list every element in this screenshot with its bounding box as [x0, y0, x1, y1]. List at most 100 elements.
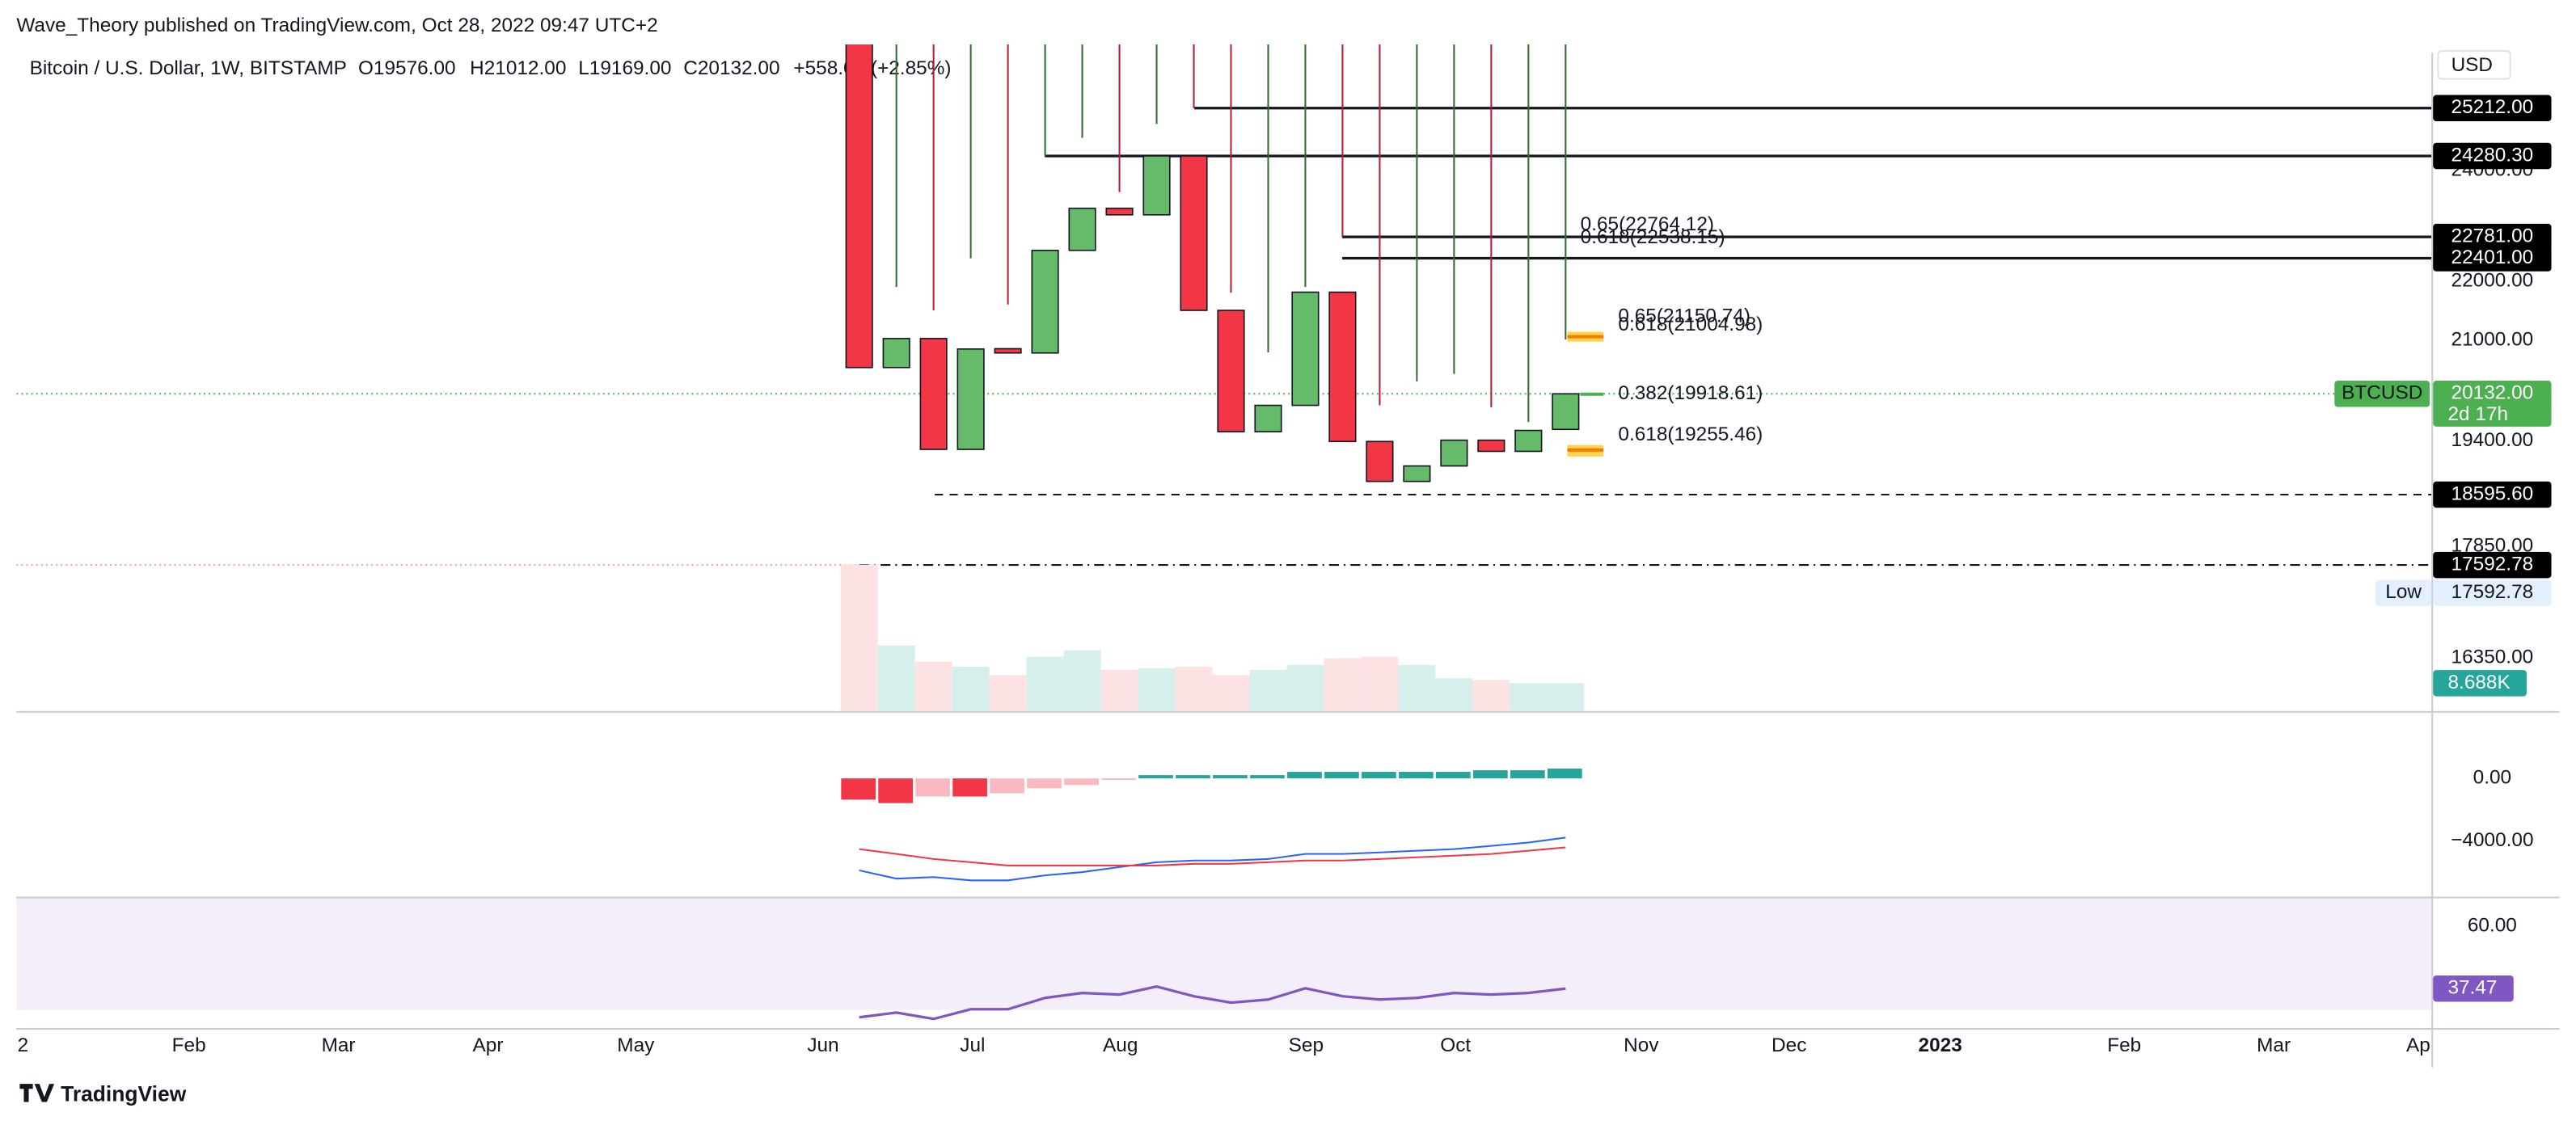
volume-bar: [840, 564, 878, 711]
candle-body: [1254, 404, 1282, 432]
tag-label: 18595.60: [2451, 482, 2534, 504]
macd-histogram: [1101, 778, 1136, 781]
macd-histogram: [1027, 778, 1062, 789]
candle-body: [1328, 291, 1357, 443]
symbol: Bitcoin / U.S. Dollar, 1W, BITSTAMP: [30, 57, 347, 79]
macd-histogram: [915, 778, 950, 797]
fib-label: 0.618(21004.98): [1618, 314, 1763, 335]
ohlc-value: H21012.00: [470, 57, 566, 79]
ohlc-value: O19576.00: [358, 57, 456, 79]
tag-box: [2433, 551, 2552, 579]
macd-histogram: [1213, 775, 1248, 779]
time-label: Mar: [322, 1034, 356, 1056]
level-tag: 17592.78: [2433, 551, 2552, 579]
publisher: Wave_Theory published on TradingView.com…: [16, 15, 657, 36]
volume-bar: [1100, 669, 1138, 711]
macd-histogram: [878, 778, 913, 803]
time-label: Nov: [1624, 1034, 1659, 1056]
level-tag: 24280.30: [2433, 142, 2552, 170]
fib-label: 0.65(21150.74): [1618, 305, 1750, 327]
y-tick-label: 21000.00: [2451, 328, 2534, 350]
macd-histogram: [1176, 775, 1210, 779]
low-name-box: [2375, 579, 2432, 606]
tag-box: [2433, 245, 2552, 272]
ohlc-value: C20132.00: [683, 57, 779, 79]
volume-bar: [1026, 656, 1064, 711]
current-box: [2433, 381, 2552, 427]
countdown: 2d 17h: [2448, 403, 2509, 425]
macd-histogram: [1436, 772, 1471, 779]
candle-body: [1031, 249, 1059, 354]
volume-bar: [914, 661, 952, 711]
macd-histogram: [1138, 775, 1173, 779]
volume-bar: [989, 675, 1027, 711]
time-label: May: [617, 1034, 655, 1056]
candle-body: [1477, 439, 1505, 453]
y-tick-label: 19400.00: [2451, 429, 2534, 451]
macd-histogram: [841, 778, 876, 800]
y-tick-label: 0.00: [2473, 767, 2511, 789]
candle-body: [1366, 440, 1394, 482]
macd-histogram: [1064, 778, 1099, 786]
candle-body: [994, 348, 1022, 354]
time-label: Apr: [473, 1034, 504, 1056]
tag-label: 25212.00: [2451, 96, 2534, 118]
tag-box: [2433, 481, 2552, 508]
volume-bar: [1138, 668, 1176, 711]
macd-histogram: [952, 778, 987, 797]
time-label: 2: [18, 1034, 29, 1056]
rsi-tag-box: [2433, 975, 2514, 1002]
candle-body: [1180, 155, 1208, 311]
candle-body: [919, 338, 948, 450]
low-box: [2433, 579, 2552, 606]
y-tick-label: 22000.00: [2451, 269, 2534, 291]
volume-bar: [1435, 678, 1473, 711]
macd-histogram: [1362, 772, 1396, 779]
candle-body: [1142, 155, 1171, 216]
volume-bar: [1324, 658, 1362, 711]
time-label: Oct: [1440, 1034, 1471, 1056]
volume-tag: 8.688K: [2447, 672, 2510, 693]
volume-bar: [952, 666, 990, 711]
level-tag: 22401.00: [2433, 245, 2552, 272]
level-tag: 18595.60: [2433, 481, 2552, 508]
fib-label: 0.65(22764.12): [1581, 213, 1714, 235]
low-price: 17592.78: [2451, 581, 2534, 603]
candle-body: [956, 348, 985, 450]
volume-bar: [1361, 656, 1399, 711]
y-tick-label: −4000.00: [2451, 829, 2533, 851]
macd-histogram: [1324, 772, 1359, 779]
volume-bar: [1175, 666, 1213, 711]
time-label: 2023: [1919, 1034, 1962, 1056]
time-label: Jun: [807, 1034, 838, 1056]
rsi-tag: 37.47: [2447, 977, 2497, 999]
level-tag: 25212.00: [2433, 95, 2552, 122]
candle-body: [1217, 310, 1245, 432]
fib-label: 0.618(22538.15): [1581, 226, 1725, 248]
rsi-line: [859, 985, 1566, 1021]
tag-label: 22401.00: [2451, 246, 2534, 268]
macd-histogram: [1250, 775, 1285, 779]
time-label: Aug: [1103, 1034, 1138, 1056]
low-name: Low: [2385, 581, 2422, 603]
tag-label: 17592.78: [2451, 554, 2534, 575]
candle-body: [1514, 429, 1543, 453]
current-price: 20132.00: [2451, 382, 2534, 404]
time-label: Jul: [960, 1034, 985, 1056]
candles: [16, 44, 2432, 567]
y-tick-label: 16350.00: [2451, 647, 2534, 668]
volume-bar: [1547, 683, 1585, 711]
candle-body: [1552, 393, 1580, 431]
volume-bar: [877, 645, 915, 711]
candle-body: [882, 338, 910, 369]
tag-box: [2433, 95, 2552, 122]
time-label: Ap: [2406, 1034, 2430, 1056]
macd-histogram: [1399, 772, 1434, 779]
volume-tag-box: [2433, 670, 2527, 697]
time-label: Feb: [172, 1034, 206, 1056]
macd-histogram: [990, 778, 1024, 794]
volume-bar: [1398, 664, 1436, 711]
macd-histogram: [1510, 770, 1545, 779]
